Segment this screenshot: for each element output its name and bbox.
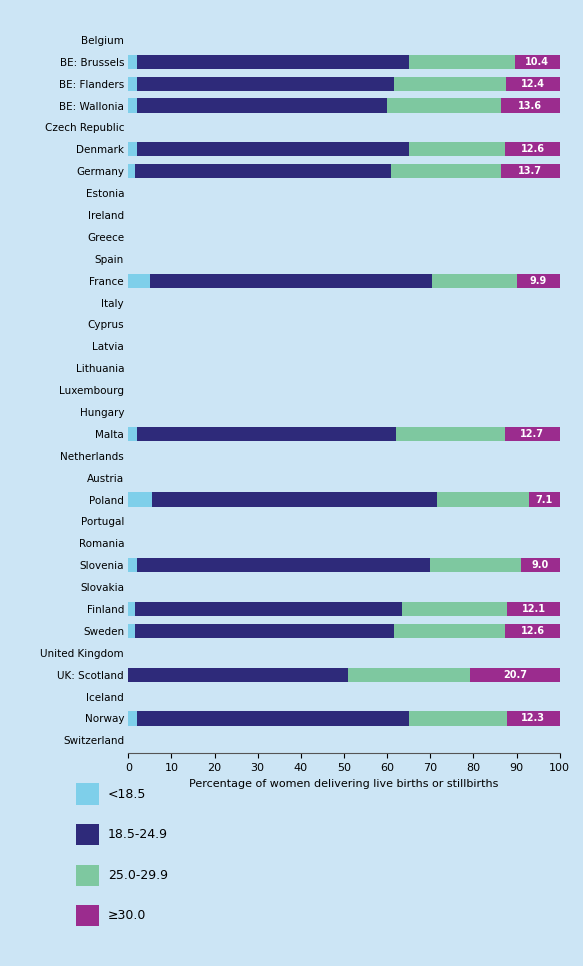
Bar — [437, 493, 529, 507]
Bar — [135, 164, 391, 179]
Bar — [152, 493, 437, 507]
Text: 18.5-24.9: 18.5-24.9 — [108, 828, 168, 841]
Bar — [505, 142, 560, 156]
Bar — [128, 493, 152, 507]
Bar — [128, 164, 135, 179]
Bar — [128, 668, 348, 682]
Bar — [515, 55, 560, 69]
Bar — [402, 602, 507, 616]
Bar — [391, 164, 501, 179]
Text: 12.4: 12.4 — [521, 78, 545, 89]
Text: <18.5: <18.5 — [108, 787, 146, 801]
Bar — [387, 99, 501, 113]
Bar — [137, 99, 387, 113]
Text: 10.4: 10.4 — [525, 57, 549, 67]
Bar — [505, 624, 560, 638]
Bar — [128, 142, 137, 156]
Bar — [521, 558, 560, 572]
Bar — [135, 624, 394, 638]
Text: 25.0-29.9: 25.0-29.9 — [108, 868, 168, 882]
Bar — [409, 142, 505, 156]
Bar — [128, 55, 137, 69]
Text: 7.1: 7.1 — [536, 495, 553, 504]
Text: 12.6: 12.6 — [521, 626, 545, 636]
Bar — [128, 558, 137, 572]
Bar — [128, 624, 135, 638]
Text: 12.6: 12.6 — [521, 144, 545, 155]
Bar — [135, 602, 402, 616]
Text: 13.6: 13.6 — [518, 100, 542, 110]
Bar — [137, 427, 396, 441]
Bar — [128, 602, 135, 616]
Text: 12.1: 12.1 — [522, 604, 546, 614]
Bar — [501, 99, 560, 113]
Bar — [137, 711, 409, 725]
Text: 9.0: 9.0 — [532, 560, 549, 570]
Bar — [396, 427, 505, 441]
Text: 9.9: 9.9 — [530, 275, 547, 286]
Bar — [348, 668, 470, 682]
Bar — [506, 76, 560, 91]
Bar — [137, 55, 409, 69]
Bar — [137, 142, 409, 156]
Bar — [128, 99, 137, 113]
Text: 12.7: 12.7 — [520, 429, 545, 439]
Bar — [128, 427, 137, 441]
Text: 13.7: 13.7 — [518, 166, 542, 176]
Bar — [505, 427, 560, 441]
Bar — [529, 493, 560, 507]
Bar — [394, 624, 505, 638]
Bar — [128, 76, 137, 91]
Bar — [470, 668, 560, 682]
Bar — [409, 55, 515, 69]
Text: 12.3: 12.3 — [521, 714, 545, 724]
Bar — [433, 273, 517, 288]
Text: ≥30.0: ≥30.0 — [108, 909, 146, 923]
Bar — [150, 273, 433, 288]
Bar — [128, 711, 137, 725]
Bar — [128, 273, 150, 288]
Bar — [394, 76, 506, 91]
Bar — [409, 711, 507, 725]
Bar — [501, 164, 560, 179]
Bar — [517, 273, 560, 288]
Text: 20.7: 20.7 — [503, 669, 527, 680]
Bar — [507, 711, 560, 725]
Bar — [137, 558, 430, 572]
X-axis label: Percentage of women delivering live births or stillbirths: Percentage of women delivering live birt… — [189, 779, 498, 789]
Bar — [430, 558, 521, 572]
Bar — [507, 602, 560, 616]
Bar — [137, 76, 394, 91]
